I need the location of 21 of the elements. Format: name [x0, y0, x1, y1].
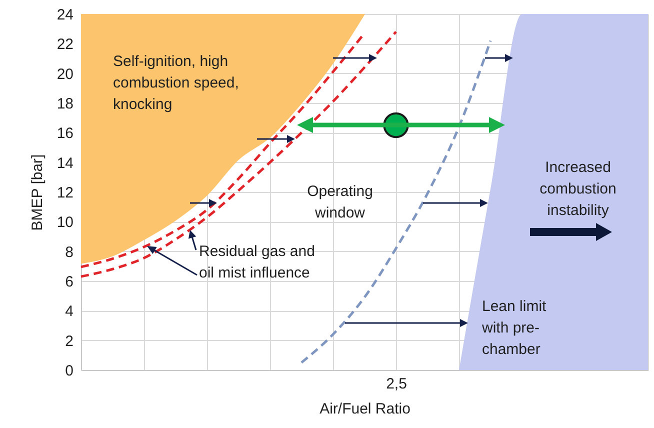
y-tick-label: 4: [65, 303, 74, 320]
annotation: Operating window: [307, 183, 373, 222]
y-tick-label: 24: [56, 6, 74, 24]
y-tick-label: 6: [65, 274, 74, 290]
y-tick-label: 8: [65, 244, 74, 261]
x-axis-title: Air/Fuel Ratio: [320, 400, 410, 418]
annotation: Lean limit with pre-chamber: [481, 298, 548, 358]
y-tick-label: 16: [56, 125, 74, 142]
annotation: Self-ignition, high combustion speed, knocking: [113, 53, 239, 113]
annotation: Residual gas and oil mist influence: [199, 243, 315, 282]
y-tick-label: 10: [56, 214, 74, 232]
y-tick-label: 14: [56, 154, 74, 172]
y-tick-label: 22: [56, 36, 74, 54]
y-tick-label: 18: [56, 96, 74, 112]
y-axis-title: BMEP [bar]: [28, 154, 46, 231]
y-tick-label: 12: [56, 184, 74, 202]
annotation: Increased combustion instability: [540, 159, 616, 219]
y-tick-label: 0: [65, 362, 74, 380]
x-tick-label: 2,5: [386, 376, 407, 392]
y-tick-label: 2: [65, 332, 74, 350]
y-tick-label: 20: [56, 66, 74, 83]
